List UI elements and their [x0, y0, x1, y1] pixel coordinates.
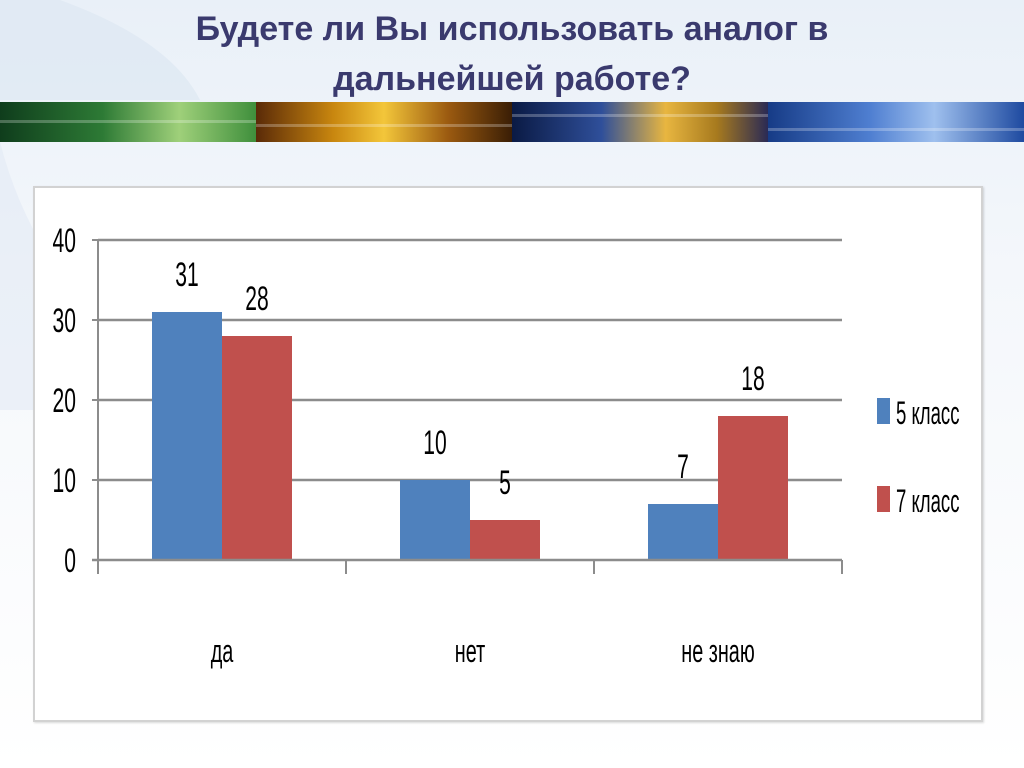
slide-title-line-1: Будете ли Вы использовать аналог в: [195, 10, 829, 48]
y-tick-label-0: 0: [64, 541, 76, 579]
legend-swatch-5 класс: [877, 398, 890, 424]
bars: [152, 312, 788, 560]
banner-photo-disk: [256, 102, 512, 142]
x-axis-labels: да нет не знаю: [211, 633, 755, 669]
data-label-не знаю-7 класс: 18: [741, 359, 764, 397]
bar-не знаю-7 класс: [718, 416, 788, 560]
banner-photo-plant: [0, 102, 256, 142]
data-labels: 31 28 10 5 7 18: [175, 255, 764, 501]
bar-да-5 класс: [152, 312, 222, 560]
bar-не знаю-5 класс: [648, 504, 718, 560]
data-label-нет-7 класс: 5: [499, 463, 511, 501]
x-label-нет: нет: [455, 633, 485, 669]
bar-нет-5 класс: [400, 480, 470, 560]
legend-label-7 класс: 7 класс: [896, 483, 959, 520]
slide-title: Будете ли Вы использовать аналог в дальн…: [60, 4, 964, 104]
legend-label-5 класс: 5 класс: [896, 395, 959, 432]
data-label-да-7 класс: 28: [245, 279, 268, 317]
x-axis: [92, 240, 843, 574]
y-tick-label-40: 40: [53, 221, 76, 259]
bar-нет-7 класс: [470, 520, 540, 560]
legend: 5 класс 7 класс: [877, 395, 959, 520]
banner-photo-lab: [512, 102, 768, 142]
data-label-нет-5 класс: 10: [423, 423, 446, 461]
bar-да-7 класс: [222, 336, 292, 560]
header-photo-banner: [0, 102, 1024, 142]
x-label-не знаю: не знаю: [681, 633, 754, 669]
y-tick-label-10: 10: [53, 461, 76, 499]
slide-title-line-2: дальнейшей работе?: [333, 60, 691, 98]
x-label-да: да: [211, 633, 234, 669]
banner-photo-keyboard: [768, 102, 1024, 142]
y-tick-label-20: 20: [53, 381, 76, 419]
y-axis-ticks: 0 10 20 30 40: [53, 221, 98, 579]
data-label-да-5 класс: 31: [175, 255, 198, 293]
data-label-не знаю-5 класс: 7: [677, 447, 689, 485]
legend-swatch-7 класс: [877, 486, 890, 512]
y-tick-label-30: 30: [53, 301, 76, 339]
